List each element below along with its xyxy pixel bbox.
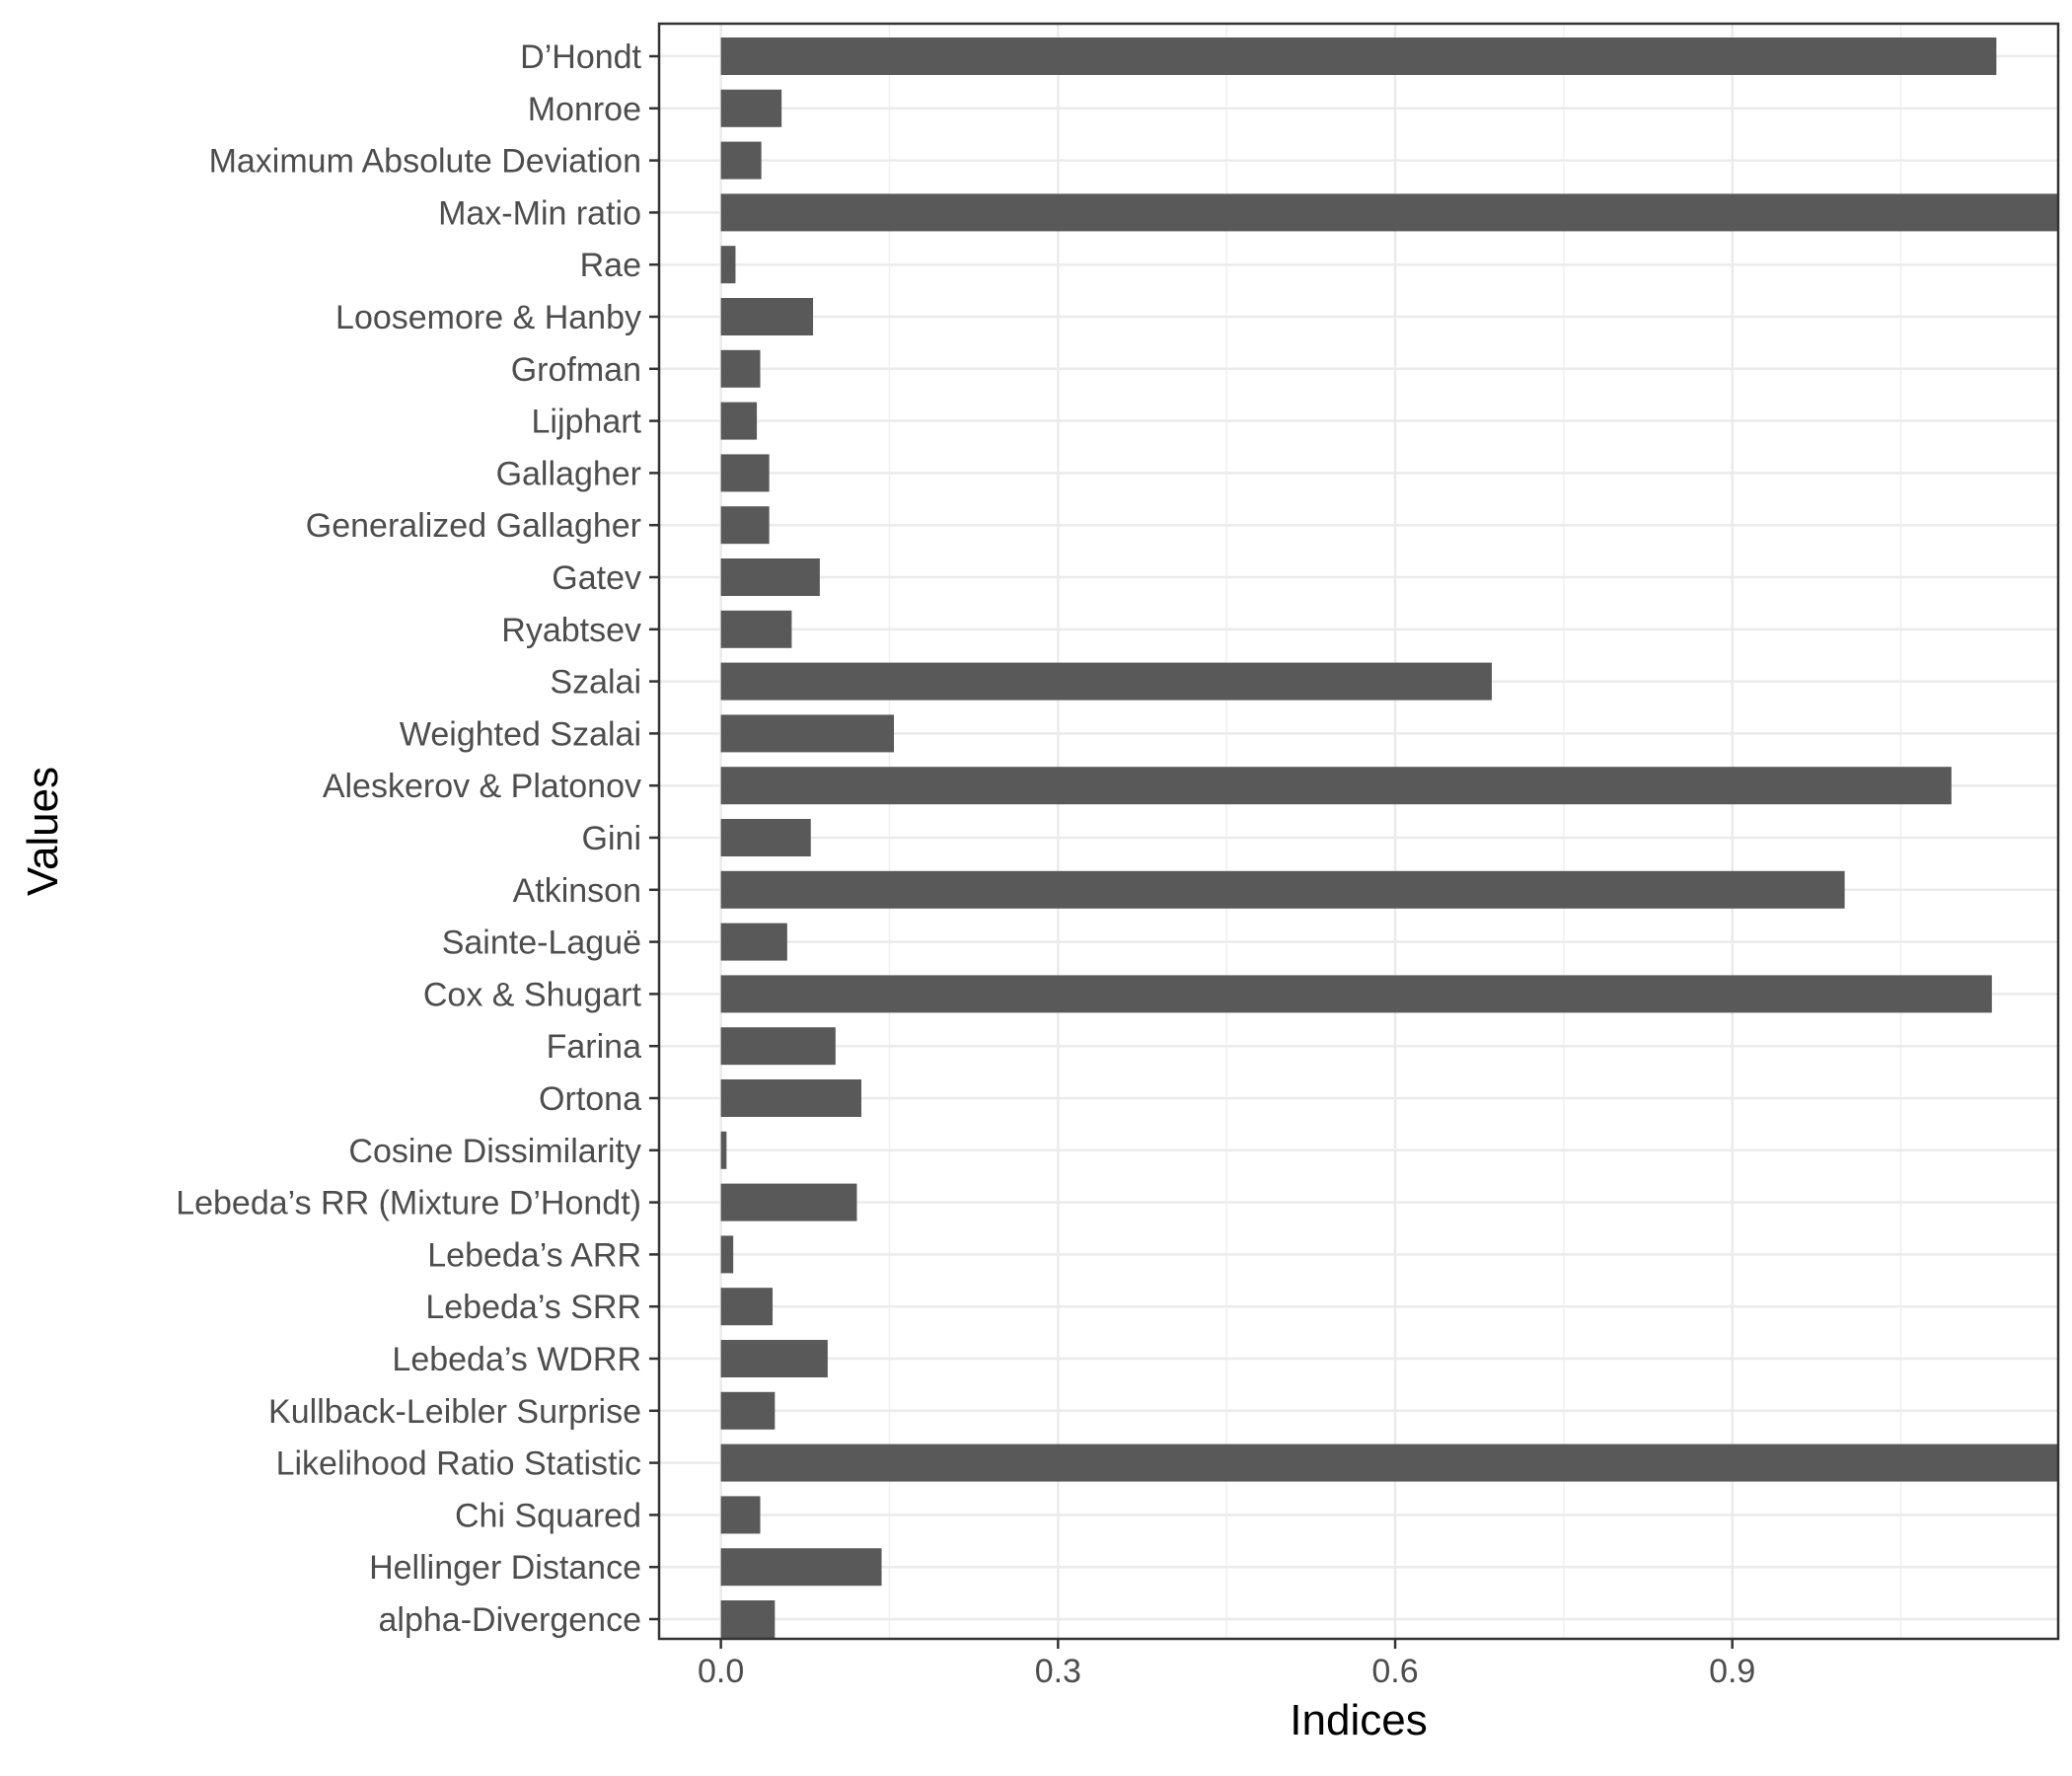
- bar: [720, 454, 770, 492]
- bar: [720, 141, 762, 180]
- y-tick-label: Rae: [580, 247, 641, 284]
- bar: [720, 558, 820, 596]
- y-tick-label: Sainte-Laguë: [442, 925, 641, 962]
- bar: [720, 1443, 2058, 1482]
- bar: [720, 1079, 862, 1117]
- y-tick-label: Grofman: [511, 351, 641, 389]
- y-tick-label: Likelihood Ratio Statistic: [276, 1445, 641, 1483]
- major-gridlines: [659, 24, 2058, 1639]
- y-tick-label: Generalized Gallagher: [306, 507, 641, 545]
- y-tick-label: Loosemore & Hanby: [335, 299, 641, 336]
- bar: [720, 1391, 776, 1430]
- bar: [720, 714, 895, 753]
- bar: [720, 402, 758, 440]
- y-tick-label: Maximum Absolute Deviation: [209, 143, 641, 181]
- bar: [720, 1183, 857, 1221]
- y-tick-label: Weighted Szalai: [400, 715, 641, 753]
- y-tick-label: Aleskerov & Platonov: [323, 768, 641, 805]
- y-tick-label: Lijphart: [531, 404, 641, 441]
- y-tick-label: Gatev: [552, 559, 641, 597]
- bar: [720, 246, 736, 284]
- bars: [720, 37, 2058, 1638]
- panel-border: [657, 22, 2060, 1641]
- x-tick-label: 0.3: [1035, 1653, 1081, 1690]
- x-tick-label: 0.9: [1709, 1653, 1755, 1690]
- y-tick-label: Cosine Dissimilarity: [348, 1133, 641, 1170]
- y-tick-label: Lebeda’s ARR: [427, 1236, 641, 1274]
- x-tick-label: 0.6: [1371, 1653, 1418, 1690]
- y-tick-label: Chi Squared: [455, 1497, 641, 1534]
- bar: [720, 193, 2058, 232]
- y-tick-label: alpha-Divergence: [379, 1601, 642, 1639]
- x-tick-label: 0.0: [698, 1653, 744, 1690]
- bar: [720, 975, 1992, 1013]
- bar: [720, 1235, 734, 1274]
- bar: [720, 1027, 836, 1066]
- bar: [720, 1288, 774, 1326]
- bar: [720, 662, 1492, 701]
- bar: [720, 1600, 776, 1638]
- x-axis-title: Indices: [1290, 1696, 1427, 1744]
- y-tick-label: Max-Min ratio: [438, 194, 641, 232]
- y-tick-label: Szalai: [550, 664, 641, 702]
- y-tick-label: Ortona: [539, 1080, 641, 1118]
- y-tick-label: D’Hondt: [520, 38, 641, 76]
- bar: [720, 1131, 727, 1169]
- bar: [720, 819, 811, 856]
- y-tick-label: Cox & Shugart: [423, 976, 642, 1013]
- y-axis: D’Hondt Monroe Maximum Absolute Deviation M…: [176, 38, 659, 1639]
- y-axis-title: Values: [19, 767, 67, 896]
- bar: [720, 1496, 761, 1534]
- bar: [720, 1548, 882, 1587]
- y-tick-label: Lebeda’s WDRR: [392, 1341, 641, 1378]
- minor-gridlines: [888, 24, 1902, 1639]
- y-tick-label: Farina: [547, 1028, 641, 1066]
- bar: [720, 506, 770, 545]
- bar: [720, 89, 782, 127]
- y-tick-label: Gini: [582, 820, 641, 857]
- y-tick-label: Kullback-Leibler Surprise: [268, 1393, 641, 1431]
- y-tick-label: Ryabtsev: [501, 612, 641, 649]
- bar: [720, 298, 814, 335]
- x-axis: 0.0 0.3 0.6 0.9: [698, 1639, 1755, 1690]
- y-tick-label: Gallagher: [496, 455, 641, 492]
- bar: [720, 1340, 828, 1377]
- y-tick-label: Atkinson: [513, 872, 641, 910]
- bar: [720, 610, 792, 648]
- y-tick-label: Monroe: [528, 91, 641, 128]
- bar: [720, 767, 1952, 805]
- y-tick-label: Lebeda’s RR (Mixture D’Hondt): [176, 1185, 641, 1222]
- y-tick-label: Lebeda’s SRR: [425, 1289, 641, 1326]
- bar: [720, 870, 1845, 909]
- bar: [720, 349, 761, 388]
- bar: [720, 923, 787, 961]
- bar: [720, 37, 1997, 75]
- y-tick-label: Hellinger Distance: [369, 1549, 641, 1587]
